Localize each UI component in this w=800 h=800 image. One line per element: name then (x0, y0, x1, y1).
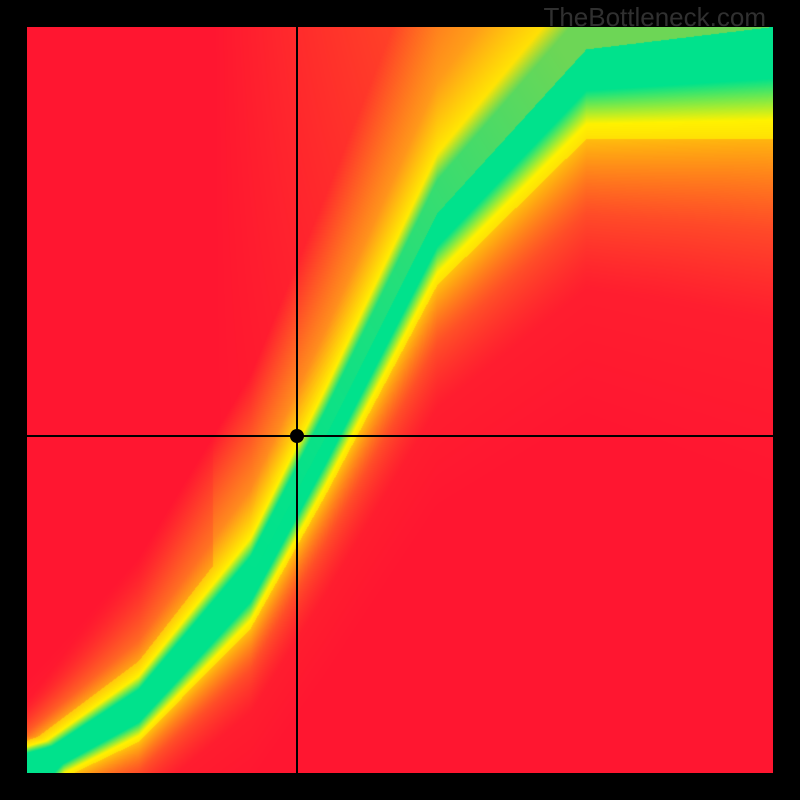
chart-border (0, 0, 800, 800)
chart-frame: TheBottleneck.com (0, 0, 800, 800)
watermark-text: TheBottleneck.com (543, 2, 766, 33)
